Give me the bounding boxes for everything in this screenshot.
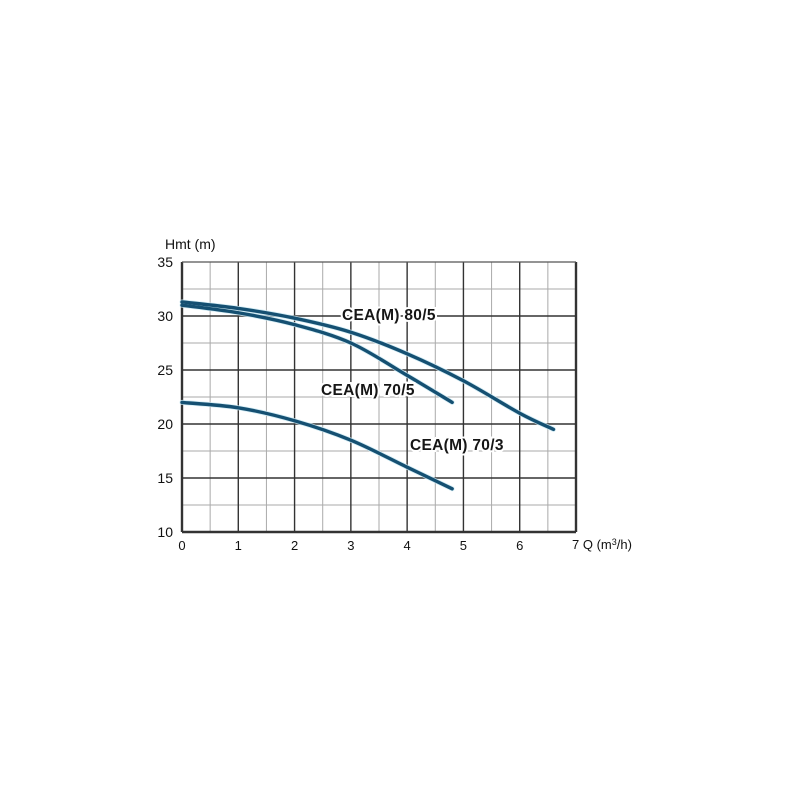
- svg-text:7 Q (m3/h): 7 Q (m3/h): [572, 537, 632, 552]
- svg-text:4: 4: [403, 538, 410, 553]
- svg-text:5: 5: [460, 538, 467, 553]
- svg-text:0: 0: [178, 538, 185, 553]
- svg-text:20: 20: [157, 416, 173, 432]
- svg-text:30: 30: [157, 308, 173, 324]
- svg-text:CEA(M) 70/3: CEA(M) 70/3: [410, 437, 504, 454]
- svg-text:25: 25: [157, 362, 173, 378]
- svg-text:15: 15: [157, 470, 173, 486]
- svg-text:10: 10: [157, 524, 173, 540]
- svg-text:Hmt (m): Hmt (m): [165, 236, 216, 252]
- svg-text:35: 35: [157, 254, 173, 270]
- svg-text:CEA(M) 80/5: CEA(M) 80/5: [342, 307, 436, 324]
- svg-text:1: 1: [235, 538, 242, 553]
- svg-text:3: 3: [347, 538, 354, 553]
- svg-text:CEA(M) 70/5: CEA(M) 70/5: [321, 382, 415, 399]
- svg-text:6: 6: [516, 538, 523, 553]
- svg-text:2: 2: [291, 538, 298, 553]
